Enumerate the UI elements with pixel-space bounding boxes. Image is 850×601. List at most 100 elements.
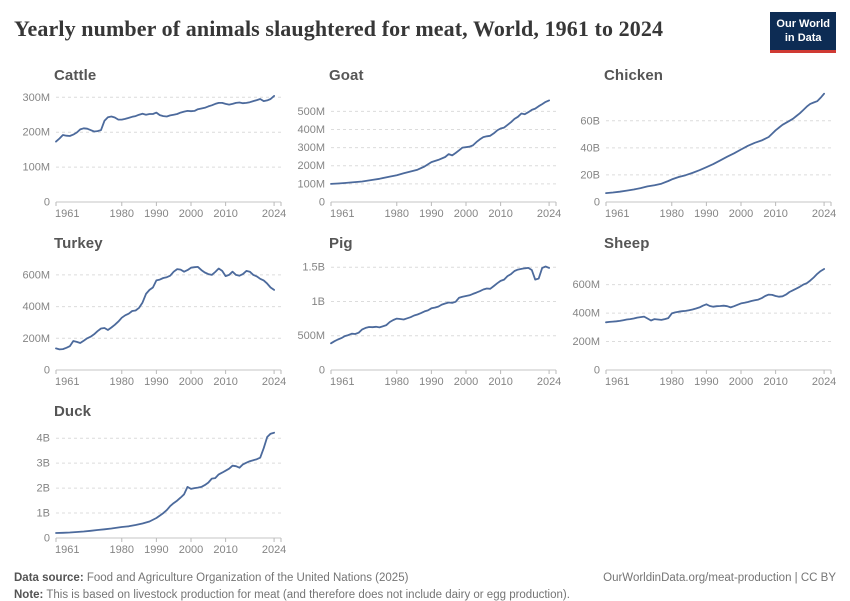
data-series-line	[330, 265, 551, 344]
chart-plot: 0 500M 1B 1.5B 1961 1980 1990 2000 2010 2024	[297, 261, 561, 388]
owid-logo-line2: in Data	[784, 32, 822, 45]
tick-label: 300M	[297, 142, 325, 154]
header: Yearly number of animals slaughtered for…	[14, 10, 836, 53]
tick-label: 60B	[580, 115, 600, 127]
tick-label: 1980	[110, 544, 134, 556]
tick-label: 2000	[179, 544, 203, 556]
tick-label: 1990	[419, 208, 443, 220]
tick-label: 100M	[22, 161, 50, 173]
tick-label: 2024	[812, 376, 836, 388]
tick-label: 1990	[419, 376, 443, 388]
tick-label: 2010	[213, 544, 237, 556]
tick-label: 40B	[580, 142, 600, 154]
tick-label: 2000	[729, 376, 753, 388]
chart-pig: Pig 0 500M 1B 1.5B 1961 1980 1990 2000 2010 2024	[289, 235, 561, 390]
tick-label: 2024	[262, 208, 286, 220]
tick-label: 2010	[763, 376, 787, 388]
tick-label: 1980	[385, 376, 409, 388]
tick-label: 1990	[144, 208, 168, 220]
data-series-line	[330, 99, 551, 185]
chart-turkey: Turkey 0 200M 400M 600M 1961 1980 1990 2000 2010 2…	[14, 235, 286, 390]
chart-plot: 0 20B 40B 60B 1961 1980 1990 2000 2010 2024	[580, 92, 836, 220]
tick-label: 2000	[454, 376, 478, 388]
chart-goat: Goat 0 100M 200M 300M 400M 500M 1961 1980 1990 200…	[289, 67, 561, 222]
tick-label: 1961	[55, 208, 79, 220]
footer-note-line: Note: This is based on livestock product…	[14, 589, 836, 601]
charts-grid: Cattle 0 100M 200M 300M 1961 1980 1990 2000 2010 2…	[14, 67, 836, 558]
owid-logo: Our World in Data	[770, 12, 836, 53]
chart-plot: 0 200M 400M 600M 1961 1980 1990 2000 2010 2024	[572, 267, 836, 388]
tick-label: 1980	[385, 208, 409, 220]
footer-source-line: Data source: Food and Agriculture Organi…	[14, 572, 836, 584]
tick-label: 0	[44, 196, 50, 208]
chart-duck: Duck 0 1B 2B 3B 4B 1961 1980 1990 2000 2010 2024	[14, 403, 286, 558]
tick-label: 2024	[262, 544, 286, 556]
tick-label: 0	[594, 364, 600, 376]
page-title: Yearly number of animals slaughtered for…	[14, 16, 664, 41]
tick-label: 2000	[179, 208, 203, 220]
tick-label: 1980	[660, 208, 684, 220]
chart-chicken: Chicken 0 20B 40B 60B 1961 1980 1990 2000 2010 202…	[564, 67, 836, 222]
tick-label: 2000	[179, 376, 203, 388]
tick-label: 0	[594, 196, 600, 208]
tick-label: 0	[44, 364, 50, 376]
chart-plot: 0 100M 200M 300M 400M 500M 1961 1980 1990 2000 201…	[297, 99, 561, 220]
note-text: This is based on livestock production fo…	[43, 588, 570, 601]
tick-label: 600M	[572, 279, 600, 291]
tick-label: 0	[319, 196, 325, 208]
tick-label: 400M	[572, 307, 600, 319]
tick-label: 2024	[812, 208, 836, 220]
tick-label: 1980	[110, 376, 134, 388]
chart-title: Pig	[329, 234, 353, 252]
tick-label: 400M	[22, 301, 50, 313]
tick-label: 1980	[110, 208, 134, 220]
owid-logo-line1: Our World	[776, 18, 830, 30]
chart-title: Chicken	[604, 66, 664, 84]
footer: Data source: Food and Agriculture Organi…	[14, 572, 836, 601]
chart-sheep: Sheep 0 200M 400M 600M 1961 1980 1990 2000 2010 20…	[564, 235, 836, 390]
chart-title: Turkey	[54, 234, 103, 252]
tick-label: 200M	[22, 126, 50, 138]
tick-label: 1990	[144, 376, 168, 388]
tick-label: 2024	[537, 208, 561, 220]
chart-plot: 0 1B 2B 3B 4B 1961 1980 1990 2000 2010 2024	[37, 431, 286, 556]
note-label: Note:	[14, 588, 44, 601]
tick-label: 1961	[55, 544, 79, 556]
tick-label: 500M	[297, 105, 325, 117]
data-series-line	[605, 267, 826, 323]
tick-label: 200M	[572, 336, 600, 348]
tick-label: 2010	[213, 208, 237, 220]
chart-title: Cattle	[54, 66, 97, 84]
tick-label: 1961	[330, 376, 354, 388]
tick-label: 2010	[213, 376, 237, 388]
data-series-line	[55, 431, 276, 534]
tick-label: 1.5B	[302, 261, 325, 273]
tick-label: 1961	[55, 376, 79, 388]
tick-label: 600M	[22, 269, 50, 281]
tick-label: 100M	[297, 178, 325, 190]
tick-label: 2024	[262, 376, 286, 388]
data-source-label: Data source:	[14, 571, 84, 584]
tick-label: 4B	[37, 432, 50, 444]
tick-label: 1961	[330, 208, 354, 220]
tick-label: 2010	[763, 208, 787, 220]
tick-label: 2B	[37, 482, 50, 494]
tick-label: 2010	[488, 208, 512, 220]
tick-label: 1990	[144, 544, 168, 556]
tick-label: 400M	[297, 124, 325, 136]
data-series-line	[605, 92, 826, 194]
tick-label: 20B	[580, 169, 600, 181]
chart-title: Goat	[329, 66, 364, 84]
tick-label: 300M	[22, 91, 50, 103]
chart-title: Sheep	[604, 234, 650, 252]
tick-label: 200M	[22, 332, 50, 344]
data-series-line	[55, 265, 276, 350]
tick-label: 2000	[729, 208, 753, 220]
tick-label: 1990	[694, 208, 718, 220]
tick-label: 1961	[605, 376, 629, 388]
tick-label: 1B	[312, 296, 325, 308]
tick-label: 3B	[37, 457, 50, 469]
chart-cattle: Cattle 0 100M 200M 300M 1961 1980 1990 2000 2010 2…	[14, 67, 286, 222]
data-source-text: Food and Agriculture Organization of the…	[83, 571, 409, 584]
